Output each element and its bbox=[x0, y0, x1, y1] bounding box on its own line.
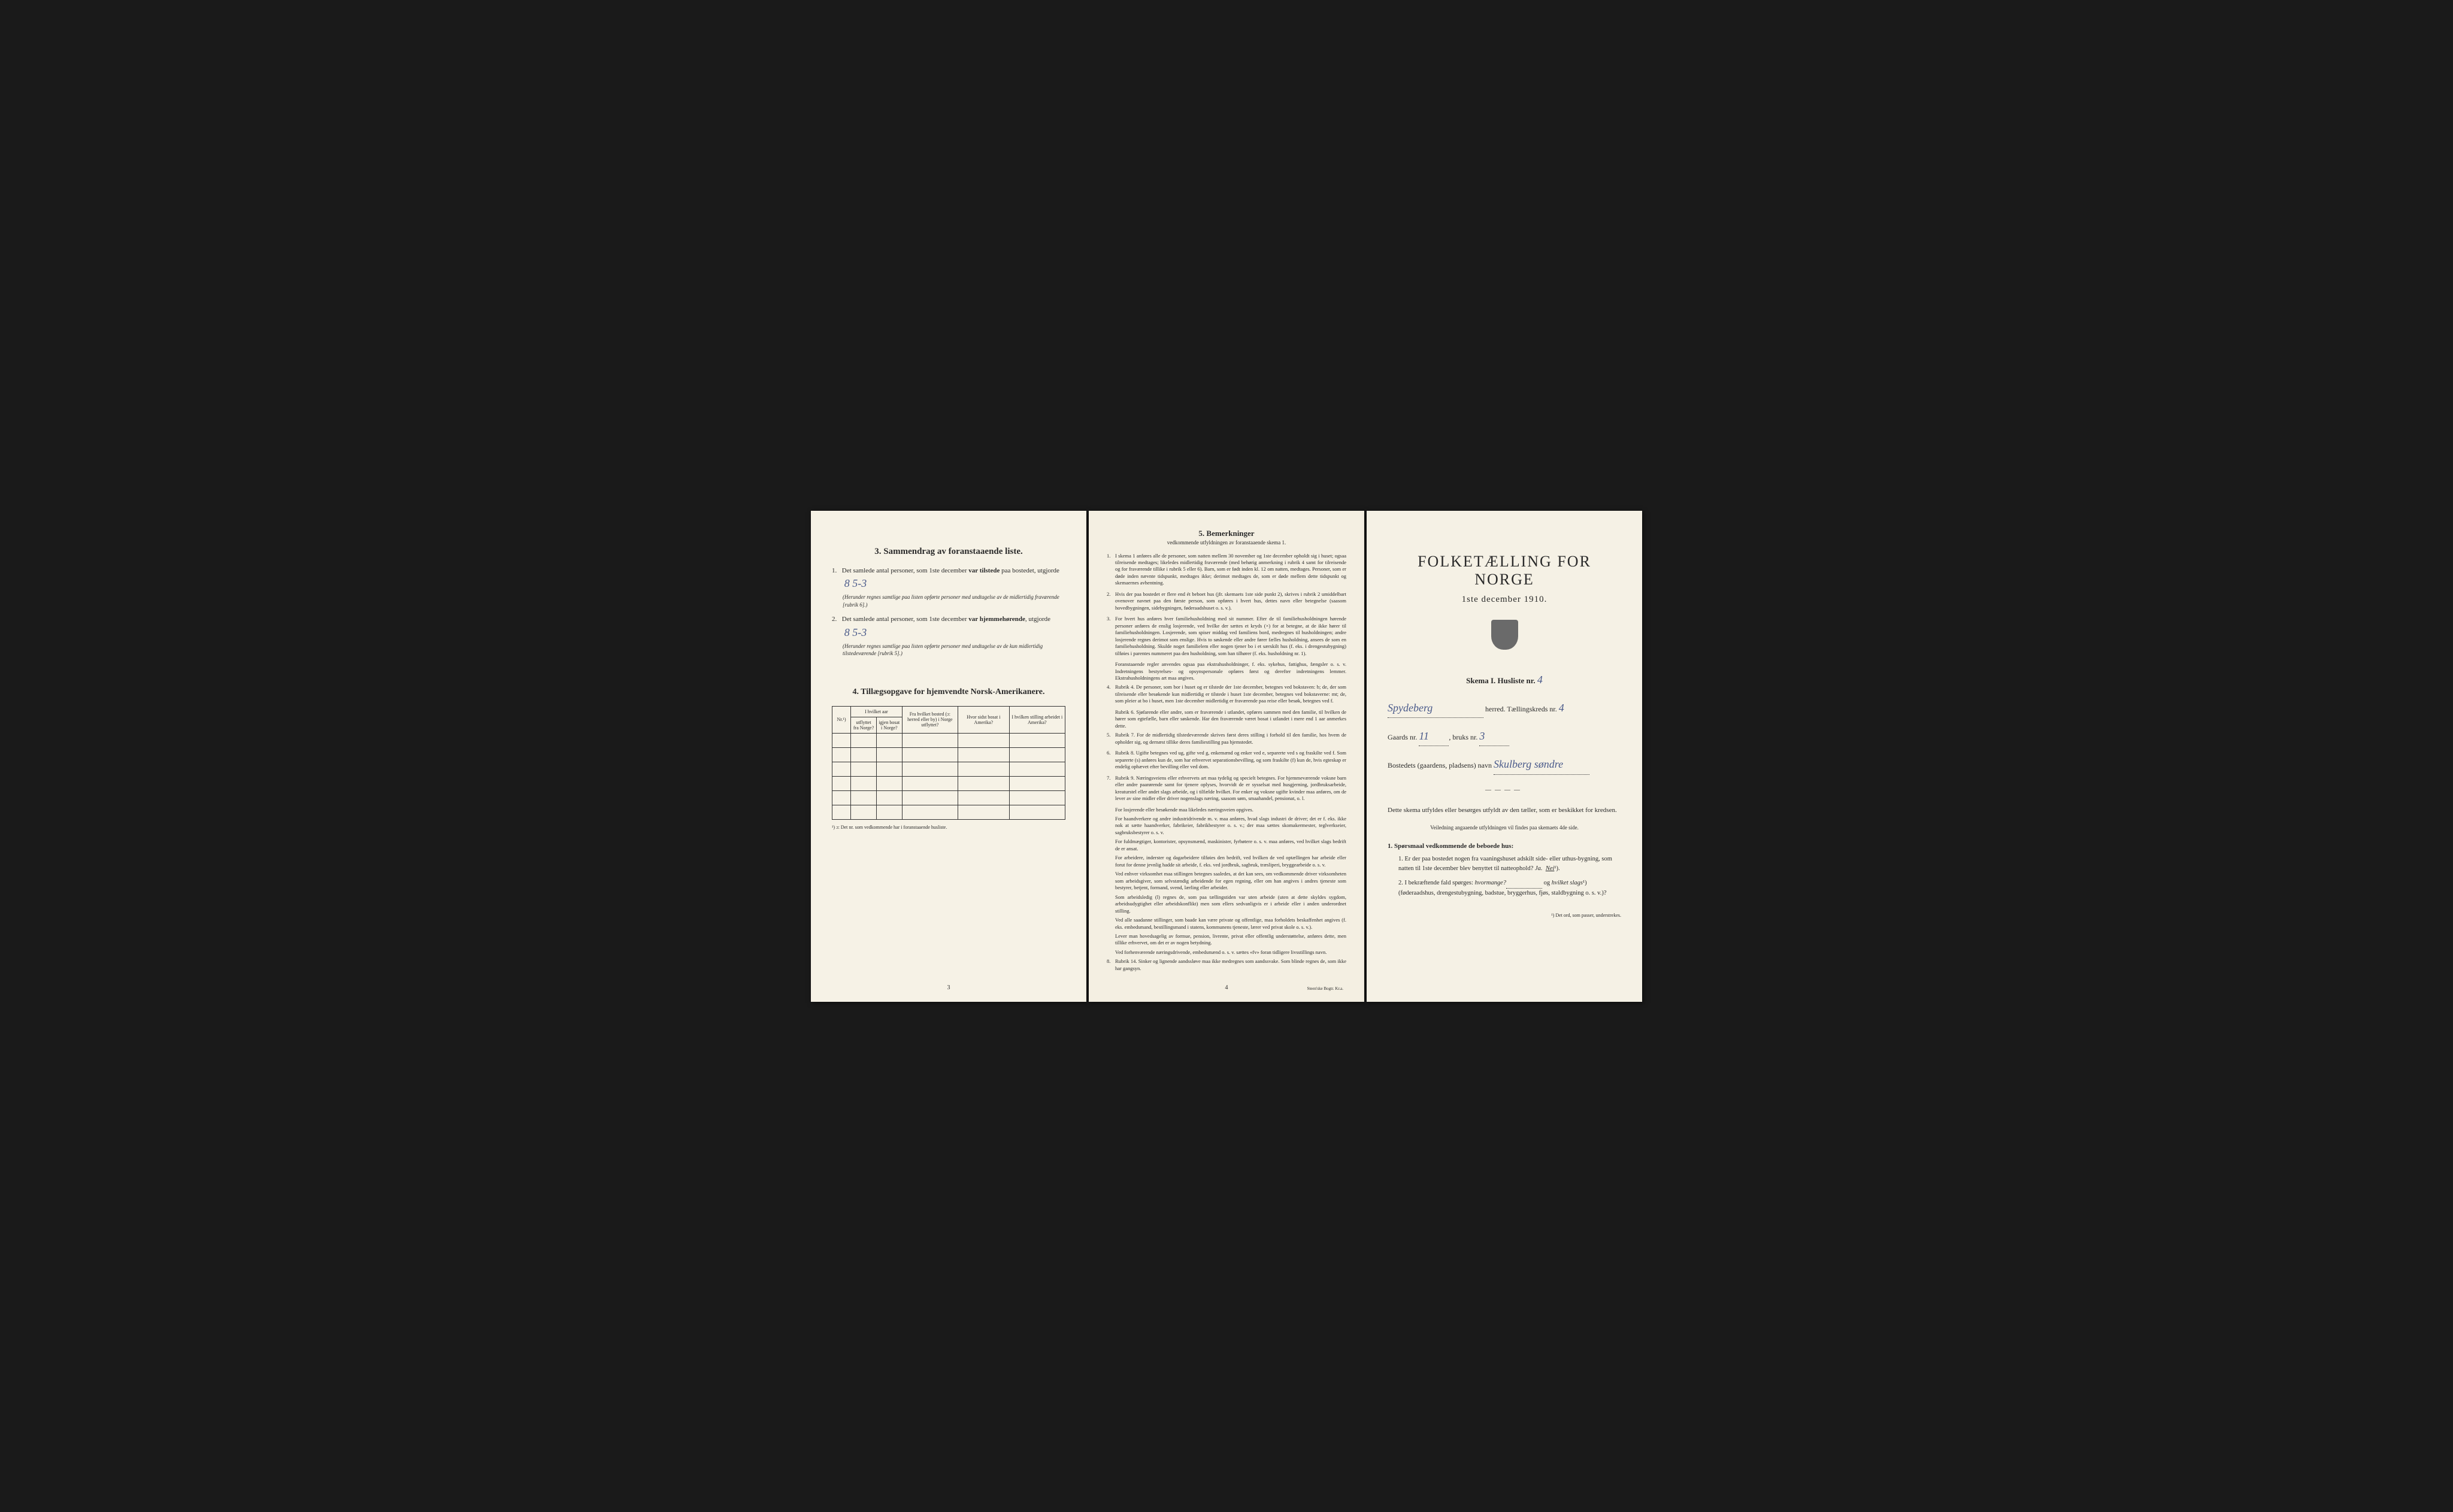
remark-sub: For fuldmægtiger, kontorister, opsynsmæn… bbox=[1115, 838, 1346, 852]
remark-item: 1.I skema 1 anføres alle de personer, so… bbox=[1107, 553, 1346, 587]
section4-title: 4. Tillægsopgave for hjemvendte Norsk-Am… bbox=[832, 687, 1065, 697]
kreds-nr: 4 bbox=[1559, 702, 1564, 714]
bosted-name: Skulberg søndre bbox=[1494, 755, 1589, 774]
page-2: 5. Bemerkninger vedkommende utfyldningen… bbox=[1089, 511, 1364, 1002]
remark-sub: For arbeidere, inderster og dagarbeidere… bbox=[1115, 855, 1346, 868]
question-2: 2. I bekræftende fald spørges: hvormange… bbox=[1398, 878, 1621, 898]
husliste-nr: 4 bbox=[1537, 674, 1543, 686]
amerika-table: Nr.¹) I hvilket aar Fra hvilket bosted (… bbox=[832, 706, 1065, 820]
th-bosat: igjen bosat i Norge? bbox=[876, 717, 902, 733]
remark-sub: Som arbeidsledig (l) regnes de, som paa … bbox=[1115, 894, 1346, 914]
table-row bbox=[832, 733, 1065, 747]
table-row bbox=[832, 805, 1065, 819]
remark-item: 2.Hvis der paa bostedet er flere end ét … bbox=[1107, 591, 1346, 611]
table-row bbox=[832, 747, 1065, 762]
remark-sub: For losjerende eller besøkende maa likel… bbox=[1115, 807, 1346, 813]
th-utflyttet: utflyttet fra Norge? bbox=[851, 717, 877, 733]
item2-note: (Herunder regnes samtlige paa listen opf… bbox=[843, 643, 1065, 657]
table-row bbox=[832, 790, 1065, 805]
skema-line: Skema I. Husliste nr. 4 bbox=[1388, 674, 1621, 686]
remark-sub: Ved alle saadanne stillinger, som baade … bbox=[1115, 917, 1346, 931]
coat-of-arms-icon bbox=[1488, 620, 1521, 659]
document-container: 3. Sammendrag av foranstaaende liste. 1.… bbox=[811, 511, 1642, 1002]
date-line: 1ste december 1910. bbox=[1388, 595, 1621, 605]
remark-sub: Foranstaaende regler anvendes ogsaa paa … bbox=[1115, 661, 1346, 681]
remark-item: 6.Rubrik 8. Ugifte betegnes ved ug, gift… bbox=[1107, 750, 1346, 770]
section5-subtitle: vedkommende utfyldningen av foranstaaend… bbox=[1107, 540, 1346, 546]
remark-item: 5.Rubrik 7. For de midlertidig tilstedev… bbox=[1107, 732, 1346, 746]
item1-value: 8 5-3 bbox=[844, 577, 867, 589]
instruction-text: Dette skema utfyldes eller besørges utfy… bbox=[1388, 805, 1621, 816]
page-3: FOLKETÆLLING FOR NORGE 1ste december 191… bbox=[1367, 511, 1642, 1002]
divider: ———— bbox=[1388, 787, 1621, 793]
main-title: FOLKETÆLLING FOR NORGE bbox=[1388, 553, 1621, 589]
page1-number: 3 bbox=[947, 984, 950, 991]
bosted-line: Bostedets (gaardens, pladsens) navn Skul… bbox=[1388, 755, 1621, 774]
item1-note: (Herunder regnes samtlige paa listen opf… bbox=[843, 593, 1065, 608]
page3-footnote: ¹) Det ord, som passer, understrekes. bbox=[1388, 913, 1621, 918]
herred-line: Spydeberg herred. Tællingskreds nr. 4 bbox=[1388, 698, 1621, 718]
remark-sub: Lever man hovedsagelig av formue, pensio… bbox=[1115, 933, 1346, 947]
q-title: 1. Spørsmaal vedkommende de beboede hus: bbox=[1388, 843, 1621, 850]
remark-item: 4.Rubrik 4. De personer, som bor i huset… bbox=[1107, 684, 1346, 704]
nei-underlined: Nei bbox=[1546, 865, 1555, 872]
remark-sub: Ved enhver virksomhet maa stillingen bet… bbox=[1115, 871, 1346, 891]
herred-name: Spydeberg bbox=[1388, 698, 1483, 718]
section5-title: 5. Bemerkninger bbox=[1107, 529, 1346, 538]
section3-title: 3. Sammendrag av foranstaaende liste. bbox=[832, 547, 1065, 557]
question-1: 1. Er der paa bostedet nogen fra vaaning… bbox=[1398, 855, 1621, 874]
section4-footnote: ¹) ɔ: Det nr. som vedkommende har i fora… bbox=[832, 825, 1065, 830]
gaard-line: Gaards nr. 11, bruks nr. 3 bbox=[1388, 726, 1621, 746]
th-bosted: Fra hvilket bosted (ɔ: herred eller by) … bbox=[902, 706, 958, 733]
page-1: 3. Sammendrag av foranstaaende liste. 1.… bbox=[811, 511, 1086, 1002]
remarks-list: 1.I skema 1 anføres alle de personer, so… bbox=[1107, 553, 1346, 972]
th-stilling: I hvilken stilling arbeidet i Amerika? bbox=[1009, 706, 1065, 733]
instruction-sub: Veiledning angaaende utfyldningen vil fi… bbox=[1388, 825, 1621, 831]
item2-value: 8 5-3 bbox=[844, 626, 867, 638]
th-aar: I hvilket aar bbox=[851, 706, 903, 717]
section3-item2: 2. Det samlede antal personer, som 1ste … bbox=[832, 614, 1065, 657]
remark-sub: For haandverkere og andre industridriven… bbox=[1115, 816, 1346, 836]
printer-credit: Steen'ske Bogtr. Kr.a. bbox=[1307, 986, 1343, 991]
table-row bbox=[832, 762, 1065, 776]
page2-number: 4 bbox=[1225, 984, 1228, 991]
th-amerika: Hvor sidst bosat i Amerika? bbox=[958, 706, 1010, 733]
table-row bbox=[832, 776, 1065, 790]
remark-item: 7.Rubrik 9. Næringsveiens eller erhverve… bbox=[1107, 775, 1346, 802]
questions-section: 1. Spørsmaal vedkommende de beboede hus:… bbox=[1388, 843, 1621, 898]
bruks-nr: 3 bbox=[1479, 726, 1509, 746]
remark-item: 3.For hvert hus anføres hver familiehush… bbox=[1107, 616, 1346, 657]
gaard-nr: 11 bbox=[1419, 726, 1449, 746]
remark-sub: Ved forhenværende næringsdrivende, embed… bbox=[1115, 949, 1346, 956]
remark-item: 8.Rubrik 14. Sinker og lignende aandsslø… bbox=[1107, 958, 1346, 972]
table-header-row: Nr.¹) I hvilket aar Fra hvilket bosted (… bbox=[832, 706, 1065, 717]
remark-sub: Rubrik 6. Sjøfarende eller andre, som er… bbox=[1115, 709, 1346, 729]
th-nr: Nr.¹) bbox=[832, 706, 851, 733]
section3-item1: 1. Det samlede antal personer, som 1ste … bbox=[832, 566, 1065, 609]
